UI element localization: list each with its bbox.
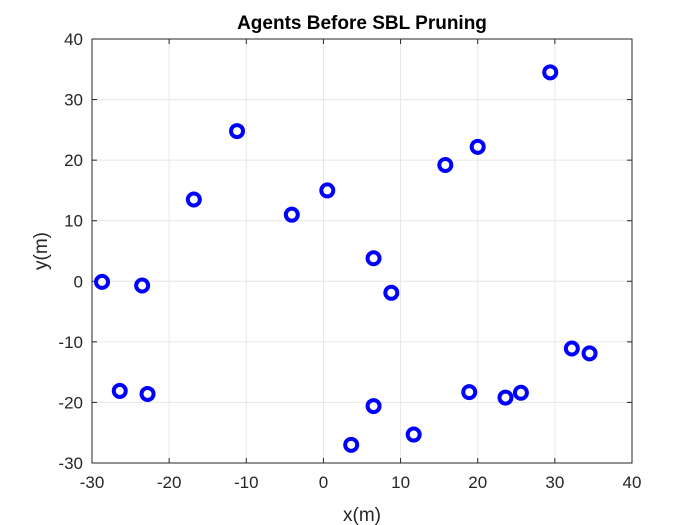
data-point (405, 426, 422, 443)
data-point (185, 191, 202, 208)
point-ring (461, 384, 478, 401)
point-center (235, 129, 239, 133)
point-ring (229, 123, 246, 140)
point-ring (383, 284, 400, 301)
y-tick-label: 20 (64, 151, 83, 170)
data-point (134, 277, 151, 294)
grid-lines (92, 39, 632, 463)
point-center (118, 389, 122, 393)
point-ring (111, 382, 128, 399)
point-ring (139, 385, 156, 402)
point-ring (542, 64, 559, 81)
point-center (519, 391, 523, 395)
point-center (444, 163, 447, 167)
point-center (504, 396, 507, 399)
data-point (365, 250, 382, 267)
point-center (476, 145, 480, 149)
point-center (372, 404, 375, 408)
x-tick-label: -10 (234, 473, 259, 492)
y-axis-label: y(m) (31, 232, 52, 270)
data-point (139, 385, 156, 402)
point-ring (405, 426, 422, 443)
x-tick-label: 10 (391, 473, 410, 492)
point-center (192, 198, 196, 201)
point-ring (365, 398, 382, 415)
x-tick-label: 40 (623, 473, 642, 492)
data-point (343, 436, 360, 453)
x-tick-label: -20 (157, 473, 182, 492)
x-tick-label: 0 (319, 473, 328, 492)
point-ring (437, 156, 454, 173)
x-tick-label: -30 (80, 473, 105, 492)
point-center (412, 433, 415, 436)
point-ring (497, 389, 514, 406)
axis-ticks: -30 -20 -10 0 10 20 30 40 -30 -20 -10 0 10 20 30 40 (58, 30, 641, 492)
point-center (290, 213, 294, 216)
point-ring (365, 250, 382, 267)
point-ring (283, 206, 300, 223)
point-ring (581, 345, 598, 362)
point-center (349, 443, 353, 447)
point-center (325, 189, 329, 192)
chart-title: Agents Before SBL Pruning (237, 13, 487, 34)
data-point (437, 156, 454, 173)
point-ring (319, 182, 336, 199)
data-point (512, 384, 529, 401)
point-ring (185, 191, 202, 208)
y-tick-label: -30 (58, 454, 83, 473)
point-center (146, 392, 149, 396)
data-point (283, 206, 300, 223)
y-tick-label: 30 (64, 91, 83, 110)
data-point (469, 138, 486, 155)
data-point (229, 123, 246, 140)
data-point (319, 182, 336, 199)
data-point (111, 382, 128, 399)
point-center (570, 347, 574, 350)
y-tick-label: 0 (74, 272, 83, 291)
y-tick-label: 40 (64, 30, 83, 49)
point-center (140, 284, 144, 287)
data-point (365, 398, 382, 415)
x-tick-label: 20 (468, 473, 487, 492)
point-center (100, 280, 104, 284)
data-point (94, 273, 111, 290)
x-tick-label: 30 (545, 473, 564, 492)
point-center (548, 71, 552, 74)
point-center (372, 256, 375, 260)
y-tick-label: -20 (58, 393, 83, 412)
point-ring (94, 273, 111, 290)
x-axis-label: x(m) (343, 505, 381, 525)
plot-area (92, 39, 632, 463)
point-ring (469, 138, 486, 155)
point-center (467, 390, 471, 394)
point-center (588, 352, 591, 355)
data-point (542, 64, 559, 81)
data-point (581, 345, 598, 362)
axes-box (91, 38, 633, 464)
point-ring (134, 277, 151, 294)
data-point (563, 340, 580, 357)
y-tick-label: -10 (58, 333, 83, 352)
point-center (390, 291, 393, 295)
y-tick-label: 10 (64, 212, 83, 231)
point-ring (512, 384, 529, 401)
data-points (94, 64, 598, 453)
point-ring (563, 340, 580, 357)
data-point (497, 389, 514, 406)
point-ring (343, 436, 360, 453)
data-point (383, 284, 400, 301)
data-point (461, 384, 478, 401)
